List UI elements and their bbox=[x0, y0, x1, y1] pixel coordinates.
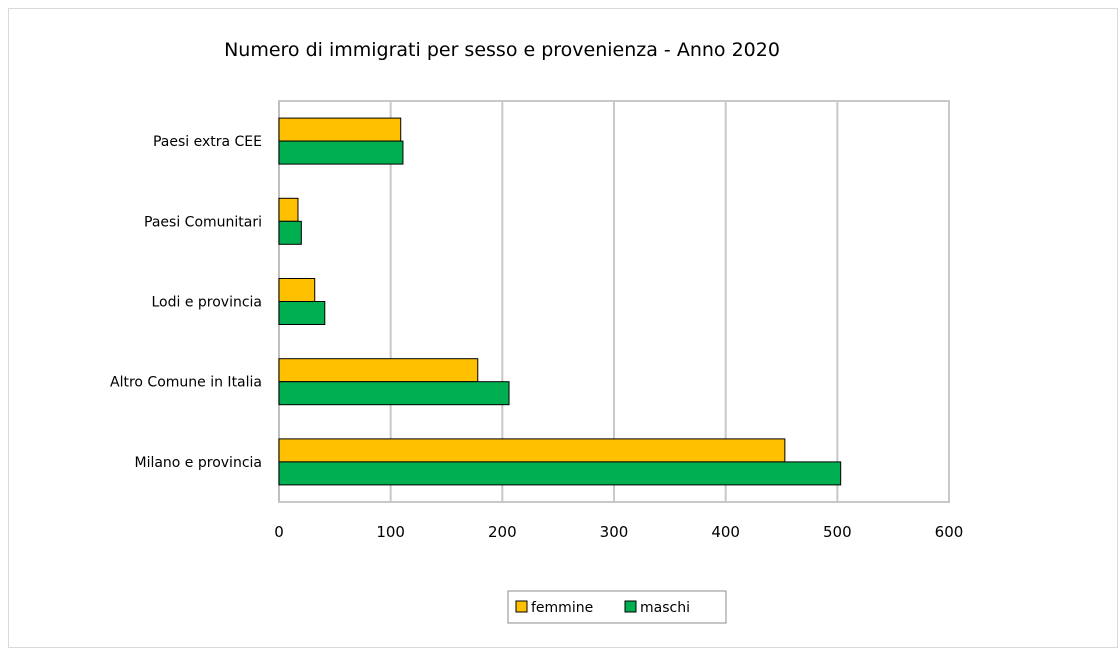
legend-box bbox=[507, 590, 727, 624]
bar-maschi bbox=[278, 301, 326, 325]
legend: femmine maschi bbox=[507, 590, 727, 624]
legend-swatch-femmine bbox=[515, 600, 528, 613]
bar-maschi bbox=[278, 220, 302, 245]
bar-femmine bbox=[278, 278, 316, 302]
bar-maschi bbox=[278, 140, 404, 165]
chart-title: Numero di immigrati per sesso e provenie… bbox=[224, 39, 780, 61]
chart: Numero di immigrati per sesso e provenie… bbox=[110, 39, 963, 624]
bar-femmine bbox=[278, 438, 786, 463]
x-tick-label: 400 bbox=[711, 523, 740, 541]
x-tick-label: 0 bbox=[274, 523, 284, 541]
x-tick-label: 100 bbox=[376, 523, 405, 541]
x-tick-label: 200 bbox=[488, 523, 517, 541]
bar-femmine bbox=[278, 197, 299, 222]
x-tick-labels: 0 100 200 300 400 500 600 bbox=[274, 523, 963, 541]
category-label: Paesi Comunitari bbox=[144, 214, 262, 230]
category-label: Milano e provincia bbox=[134, 455, 262, 471]
legend-swatch-maschi bbox=[624, 600, 637, 613]
category-label: Altro Comune in Italia bbox=[110, 375, 262, 391]
x-tick-label: 300 bbox=[600, 523, 629, 541]
x-tick-label: 600 bbox=[935, 523, 964, 541]
legend-label-maschi: maschi bbox=[640, 600, 690, 616]
bar-femmine bbox=[278, 117, 402, 142]
bars bbox=[278, 117, 842, 486]
x-tick-label: 500 bbox=[823, 523, 852, 541]
category-label: Lodi e provincia bbox=[151, 295, 262, 311]
chart-frame bbox=[8, 8, 1118, 648]
bar-femmine bbox=[278, 358, 479, 383]
legend-label-femmine: femmine bbox=[531, 600, 593, 616]
grid bbox=[278, 100, 950, 503]
category-labels: Paesi extra CEE Paesi Comunitari Lodi e pr… bbox=[110, 134, 262, 471]
category-label: Paesi extra CEE bbox=[153, 134, 262, 150]
bar-maschi bbox=[278, 461, 842, 486]
bar-maschi bbox=[278, 381, 510, 406]
